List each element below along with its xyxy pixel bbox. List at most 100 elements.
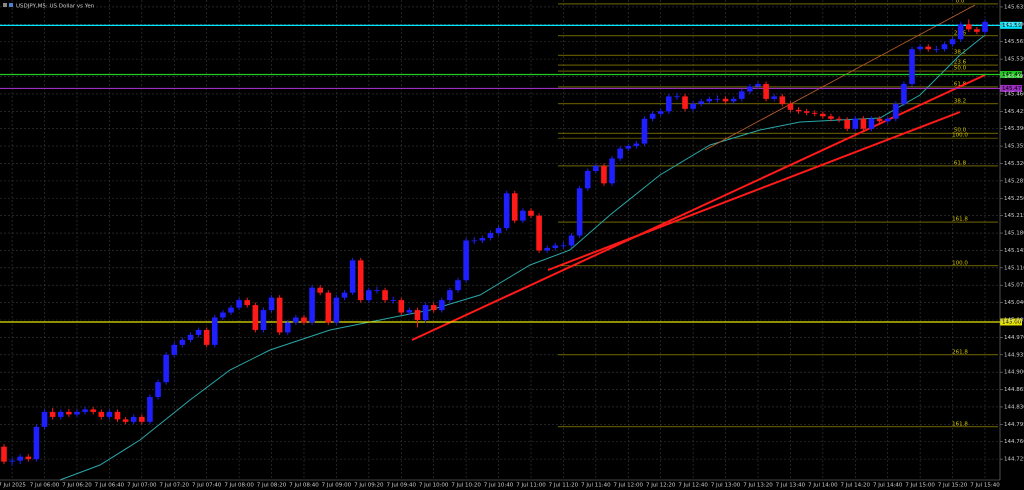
candle-body [301,317,307,323]
x-tick-label: 7 Jul 06:00 [30,483,60,489]
x-tick-label: 7 Jul 11:00 [516,483,546,489]
axis-labels: 145.635145.600145.565145.530145.495145.4… [0,4,1024,488]
y-tick-label: 145.040 [1004,300,1024,306]
candle-body [747,86,753,92]
candle-body [633,143,640,147]
price-tag-label: 145.598 [1002,23,1024,29]
trendline [547,111,961,271]
candle-body [836,118,842,120]
candle-body [698,101,705,104]
candle-body [66,411,72,415]
candle-body [309,287,315,323]
candle-body [884,118,891,122]
candle-body [236,300,242,308]
candle-body [33,426,40,460]
candle-body [90,409,96,412]
x-tick-label: 7 Jul 12:00 [614,483,644,489]
price-levels: 145.598 145.499 145.471 145.001 [0,21,1024,326]
candle-body [544,247,550,251]
candle-body [414,310,421,320]
candle-body [317,287,323,293]
candle-body [471,240,478,242]
x-tick-label: 7 Jul 14:00 [808,483,838,489]
candle-body [106,411,113,417]
candle-body [155,382,161,398]
x-tick-label: 7 Jul 13:20 [743,483,773,489]
x-tick-label: 7 Jul 07:00 [127,483,157,489]
fib-label: 50.0 [954,66,967,72]
candle-body [722,98,729,102]
y-tick-label: 145.215 [1004,213,1024,219]
candle-body [682,96,688,109]
candle-body [982,21,988,32]
y-tick-label: 144.795 [1004,422,1024,428]
candle-body [349,260,356,293]
candle-body [909,49,915,84]
moving-average [59,34,986,481]
x-tick-label: 7 Jul 15:20 [938,483,968,489]
x-tick-label: 7 Jul 15:40 [970,483,1000,489]
channel-line [704,4,976,151]
fib-label: 161.8 [952,421,968,427]
candle-body [252,305,259,330]
candle-body [755,83,761,87]
fib-label: 38.2 [954,50,966,56]
candle-body [690,103,696,109]
candle-body [666,96,672,112]
x-tick-label: 7 Jul 06:40 [95,483,125,489]
fib-label: 61.8 [954,81,967,87]
candle-body [536,215,542,251]
candle-body [195,329,202,335]
candle-body [811,112,818,114]
candle-body [844,119,850,129]
candle-body [787,103,794,110]
candle-body [163,354,169,383]
candle-body [293,317,299,323]
y-tick-label: 145.425 [1004,109,1024,115]
x-tick-label: 7 Jul 08:00 [224,483,254,489]
candle-body [439,300,445,311]
x-tick-label: 7 Jul 09:40 [387,483,417,489]
candle-body [520,210,526,221]
y-tick-label: 145.530 [1004,57,1024,63]
candle-body [779,96,786,104]
candle-body [828,116,834,119]
fibonacci: 0.023.638.223.650.061.838.250.0100.061.8… [558,0,998,427]
x-tick-label: 7 Jul 08:40 [289,483,319,489]
candle-body [325,292,332,323]
candle-body [463,240,469,281]
x-tick-label: 7 Jul 09:20 [354,483,384,489]
y-tick-label: 145.355 [1004,144,1024,150]
candle-body [390,300,396,301]
candle-body [860,118,867,129]
candle-body [179,339,186,345]
icon [3,3,7,7]
price-tag [1000,21,1022,29]
candle-body [706,98,713,102]
candle-body [341,292,348,298]
candle-body [98,411,105,417]
candle-body [220,312,226,318]
candle-body [211,317,218,345]
price-tag [1000,318,1022,326]
candle-body [422,305,429,320]
x-tick-label: 7 Jul 2025 [0,483,26,489]
y-tick-label: 144.725 [1004,457,1024,463]
y-tick-label: 144.970 [1004,335,1024,341]
candle-body [657,111,664,114]
candle-body [17,456,24,461]
y-tick-label: 144.830 [1004,404,1024,410]
x-tick-label: 7 Jul 12:40 [678,483,708,489]
candle-body [552,245,559,248]
x-tick-label: 7 Jul 08:20 [257,483,287,489]
candle-body [487,233,494,239]
x-tick-label: 7 Jul 09:00 [322,483,352,489]
icon [9,3,13,7]
candle-body [763,83,769,99]
candle-body [617,148,623,159]
candle-body [228,307,234,313]
price-tag-label: 145.471 [1002,86,1024,92]
x-tick-label: 7 Jul 10:40 [484,483,514,489]
fib-label: 38.2 [954,98,966,104]
